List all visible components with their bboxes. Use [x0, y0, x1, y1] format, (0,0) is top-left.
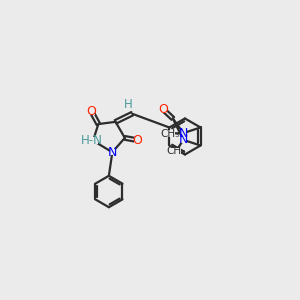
Text: CH₃: CH₃: [160, 128, 179, 139]
Text: H-N: H-N: [81, 134, 103, 147]
Bar: [181, 137, 186, 143]
Bar: [181, 130, 186, 136]
Bar: [134, 137, 141, 143]
Text: H: H: [124, 98, 133, 112]
Text: O: O: [159, 103, 169, 116]
Bar: [171, 148, 181, 155]
Bar: [164, 130, 175, 137]
Text: O: O: [86, 105, 96, 118]
Text: O: O: [133, 134, 142, 147]
Bar: [86, 137, 98, 144]
Text: N: N: [179, 134, 188, 146]
Text: CH₃: CH₃: [166, 146, 185, 156]
Bar: [88, 108, 94, 115]
Text: N: N: [179, 127, 188, 140]
Text: N: N: [108, 146, 117, 159]
Bar: [160, 106, 167, 113]
Bar: [110, 149, 115, 155]
Bar: [126, 102, 131, 108]
